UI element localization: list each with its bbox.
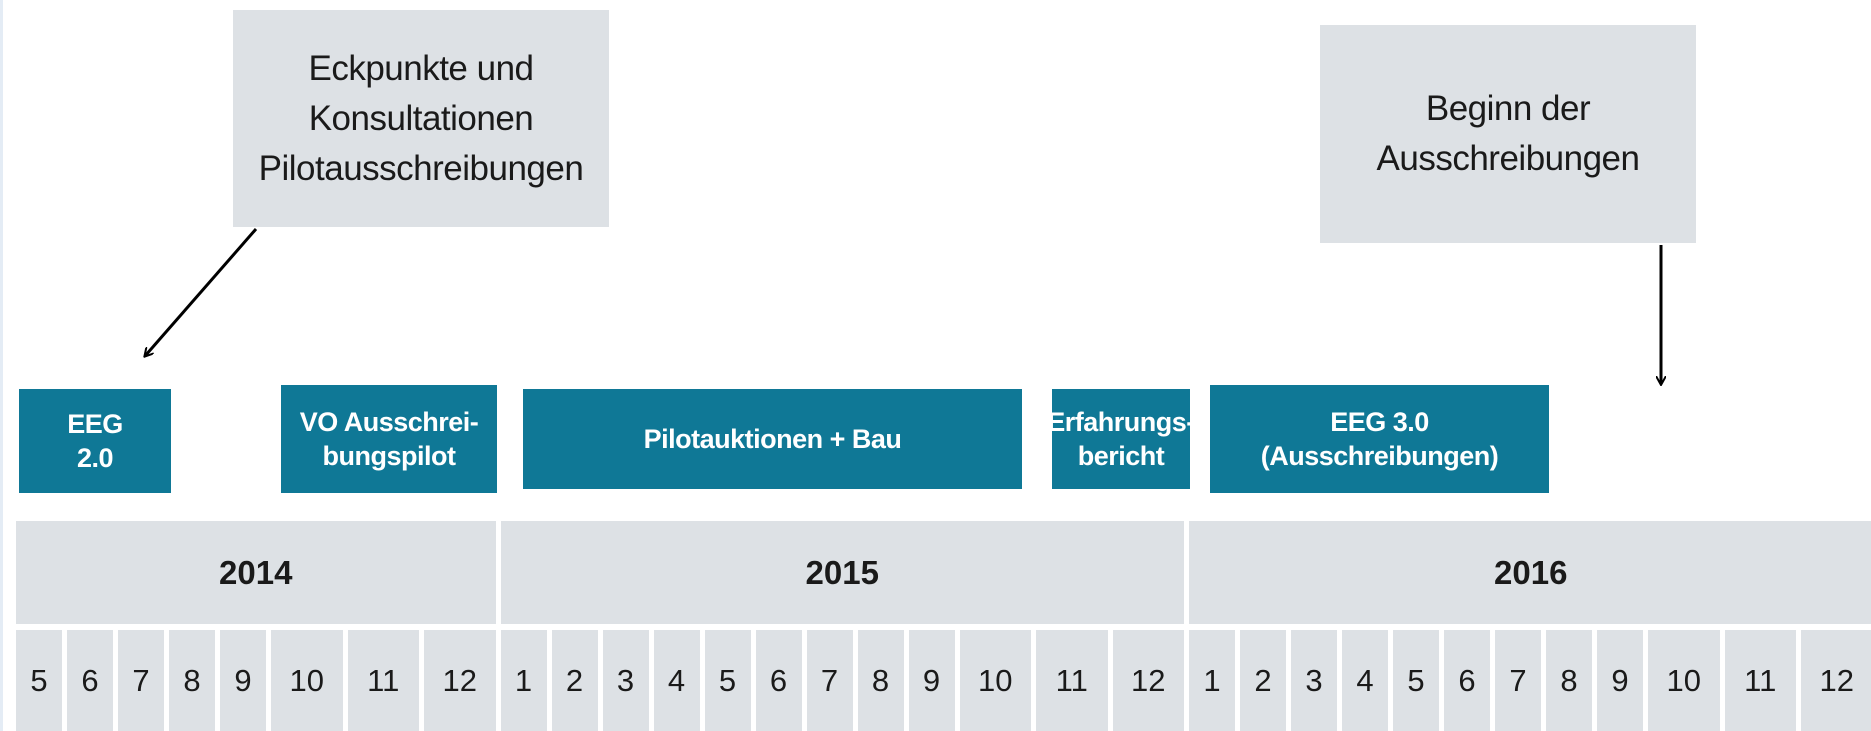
phase-text: (Ausschreibungen): [1260, 441, 1499, 471]
arrow: [145, 228, 258, 356]
month-cell: 11: [1724, 630, 1796, 731]
month-cell: 4: [653, 630, 700, 731]
month-cell: 1: [500, 630, 547, 731]
phase-text: Pilotauktionen + Bau: [643, 424, 902, 454]
phase-box: EEG 2.0: [19, 389, 171, 493]
month-cell: 10: [959, 630, 1031, 731]
month-cell: 6: [67, 630, 113, 731]
month-cell: 6: [755, 630, 802, 731]
month-cell: 8: [1546, 630, 1592, 731]
year-cell: 2014: [16, 521, 496, 624]
callout-text: Pilotausschreibungen: [258, 148, 584, 188]
month-cell: 12: [1112, 630, 1184, 731]
year-cell: 2015: [500, 521, 1184, 624]
month-cell: 12: [424, 630, 496, 731]
month-cell: 12: [1801, 630, 1871, 731]
arrows: [3, 228, 1871, 731]
month-cell: 7: [1495, 630, 1541, 731]
callout-text: Eckpunkte und: [308, 48, 534, 88]
month-cell: 2: [551, 630, 598, 731]
phase-box: VO Ausschrei-bungspilot: [281, 385, 497, 493]
month-cell: 11: [347, 630, 419, 731]
phase-text: bericht: [1077, 441, 1165, 471]
phase-box: Erfahrungs-bericht: [1047, 389, 1195, 489]
phase-text: EEG: [67, 409, 123, 439]
phase-text: 2.0: [76, 443, 114, 473]
month-cell: 8: [857, 630, 904, 731]
phase-box: Pilotauktionen + Bau: [523, 389, 1022, 489]
month-cell: 3: [602, 630, 649, 731]
callout-text: Ausschreibungen: [1376, 139, 1640, 178]
month-cell: 11: [1036, 630, 1108, 731]
callout: Eckpunkte und Konsultationen Pilotausschre…: [233, 10, 609, 227]
month-cell: 10: [271, 630, 343, 731]
phase-text: VO Ausschrei-: [299, 407, 479, 437]
year-cell: 2016: [1189, 521, 1871, 624]
month-cell: 4: [1342, 630, 1388, 731]
month-cell: 9: [908, 630, 955, 731]
phase-box: EEG 3.0 (Ausschreibungen): [1210, 385, 1549, 493]
phase-text: bungspilot: [322, 441, 456, 471]
month-cell: 7: [118, 630, 164, 731]
month-cell: 9: [1597, 630, 1643, 731]
month-cell: 8: [169, 630, 215, 731]
month-cell: 5: [704, 630, 751, 731]
callout: Beginn der Ausschreibungen: [1320, 25, 1696, 243]
month-cell: 3: [1291, 630, 1337, 731]
month-cell: 2: [1240, 630, 1286, 731]
callout-text: Beginn der: [1425, 89, 1591, 128]
phase-text: Erfahrungs-: [1047, 407, 1195, 437]
month-cell: 6: [1444, 630, 1490, 731]
month-cell: 5: [1393, 630, 1439, 731]
month-cell: 9: [220, 630, 266, 731]
callout-text: Konsultationen: [308, 98, 534, 138]
month-cell: 10: [1648, 630, 1720, 731]
month-cell: 7: [806, 630, 853, 731]
month-cell: 5: [16, 630, 62, 731]
phase-text: EEG 3.0: [1330, 407, 1429, 437]
month-cell: 1: [1189, 630, 1235, 731]
